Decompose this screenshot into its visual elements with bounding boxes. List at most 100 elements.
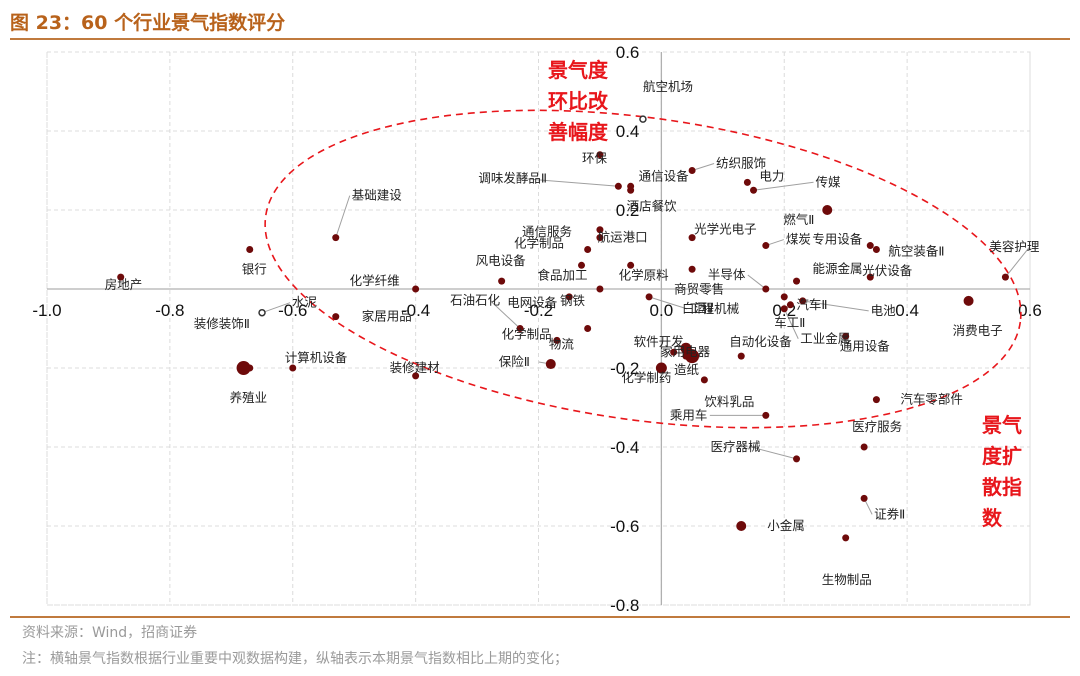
data-points bbox=[117, 115, 1009, 542]
point-label: 装修装饰Ⅱ bbox=[194, 316, 250, 331]
data-point bbox=[799, 297, 807, 305]
y-tick-label: 0.6 bbox=[616, 43, 640, 62]
x-tick-label: 0.0 bbox=[650, 301, 674, 320]
data-point bbox=[762, 285, 770, 293]
top-rule bbox=[10, 38, 1070, 40]
x-tick-label: 0.6 bbox=[1018, 301, 1042, 320]
point-label: 半导体 bbox=[708, 267, 746, 282]
point-label: 石油石化 bbox=[450, 293, 501, 308]
leader-line bbox=[335, 195, 351, 238]
point-label: 自动化设备 bbox=[729, 334, 792, 349]
point-label: 乘用车 bbox=[670, 407, 708, 422]
data-point bbox=[596, 234, 604, 242]
point-label: 白酒Ⅱ bbox=[682, 300, 713, 315]
annotation-text: 善幅度 bbox=[548, 120, 609, 144]
point-label: 工程机械 bbox=[689, 301, 740, 316]
annotation-text: 环比改 bbox=[548, 89, 609, 113]
data-point bbox=[762, 242, 770, 250]
point-label: 车工Ⅱ bbox=[774, 315, 805, 330]
highlight-ellipse bbox=[264, 109, 1022, 429]
point-label: 化学原料 bbox=[619, 267, 670, 282]
point-label: 电池 bbox=[871, 303, 897, 318]
point-label: 保险Ⅱ bbox=[499, 354, 530, 369]
y-tick-label: -0.6 bbox=[610, 517, 639, 536]
data-point bbox=[596, 226, 604, 234]
data-point bbox=[842, 534, 850, 542]
point-label: 基础建设 bbox=[352, 188, 403, 203]
data-point bbox=[655, 362, 667, 374]
point-label: 能源金属 bbox=[813, 261, 863, 276]
point-label: 消费电子 bbox=[953, 323, 1003, 338]
data-point bbox=[866, 273, 874, 281]
annotation-text: 散指 bbox=[982, 475, 1022, 499]
point-label: 通信服务 bbox=[522, 224, 572, 239]
data-point bbox=[685, 349, 700, 364]
data-point bbox=[516, 325, 524, 332]
data-point bbox=[332, 313, 340, 321]
point-label: 食品加工 bbox=[538, 267, 588, 282]
scatter-chart: -1.0-0.8-0.6-0.4-0.20.00.20.40.60.60.40.… bbox=[32, 43, 1042, 615]
data-point bbox=[246, 246, 254, 253]
data-point bbox=[688, 167, 696, 174]
point-label: 造纸 bbox=[674, 362, 700, 377]
data-point bbox=[236, 361, 251, 375]
data-point bbox=[793, 455, 801, 463]
axes bbox=[47, 52, 1030, 605]
point-label: 装修建材 bbox=[390, 360, 440, 375]
data-point bbox=[578, 261, 586, 269]
y-tick-label: 0.2 bbox=[616, 201, 640, 220]
point-label: 通信设备 bbox=[639, 168, 690, 183]
point-label: 证券Ⅱ bbox=[874, 506, 905, 521]
leader-line bbox=[1005, 246, 1030, 278]
point-label: 纺织服饰 bbox=[716, 156, 766, 171]
data-point bbox=[688, 265, 696, 273]
data-point bbox=[780, 305, 788, 313]
leader-line bbox=[753, 181, 814, 191]
data-point bbox=[596, 285, 604, 293]
point-label: 化学制品 bbox=[502, 327, 552, 342]
point-label: 风电设备 bbox=[476, 253, 527, 268]
point-label: 航空装备Ⅱ bbox=[888, 244, 944, 259]
point-label: 钢铁 bbox=[560, 293, 586, 308]
data-point bbox=[872, 396, 880, 404]
data-point bbox=[963, 295, 974, 306]
x-tick-label: -1.0 bbox=[32, 301, 61, 320]
y-tick-label: -0.8 bbox=[610, 596, 639, 615]
data-point bbox=[822, 205, 833, 215]
leader-line bbox=[489, 300, 521, 329]
data-point bbox=[412, 285, 420, 293]
point-label: 电网设备 bbox=[507, 295, 558, 310]
data-point bbox=[645, 293, 653, 301]
point-label: 光学光电子 bbox=[694, 222, 757, 237]
leader-line bbox=[747, 274, 767, 290]
data-point bbox=[736, 521, 747, 531]
data-point bbox=[584, 246, 592, 253]
data-point bbox=[553, 336, 561, 344]
point-label: 化学纤维 bbox=[350, 273, 400, 288]
y-tick-label: 0.4 bbox=[616, 122, 640, 141]
data-point bbox=[596, 151, 604, 159]
point-label: 医疗器械 bbox=[711, 439, 762, 454]
y-tick-label: -0.2 bbox=[610, 359, 639, 378]
point-label: 汽车零部件 bbox=[900, 392, 963, 407]
annotation-text: 景气 bbox=[982, 413, 1022, 437]
point-label: 软件开发 bbox=[634, 334, 685, 349]
data-point bbox=[627, 261, 635, 269]
source-note: 资料来源：Wind，招商证券 bbox=[22, 625, 198, 641]
x-tick-label: -0.8 bbox=[155, 301, 184, 320]
point-label: 燃气Ⅱ bbox=[783, 212, 814, 227]
point-label: 通用设备 bbox=[840, 338, 891, 353]
data-point bbox=[639, 115, 647, 123]
point-label: 航空机场 bbox=[643, 79, 693, 94]
point-label: 小金属 bbox=[767, 518, 805, 533]
point-label: 饮料乳品 bbox=[704, 394, 754, 409]
data-point bbox=[117, 273, 125, 281]
point-label: 养殖业 bbox=[230, 390, 268, 405]
point-label: 医疗服务 bbox=[852, 419, 902, 434]
data-point bbox=[584, 325, 592, 332]
footnote: 注：横轴景气指数根据行业重要中观数据构建，纵轴表示本期景气指数相比上期的变化； bbox=[22, 651, 568, 667]
x-tick-label: -0.6 bbox=[278, 301, 307, 320]
data-point bbox=[332, 234, 340, 242]
